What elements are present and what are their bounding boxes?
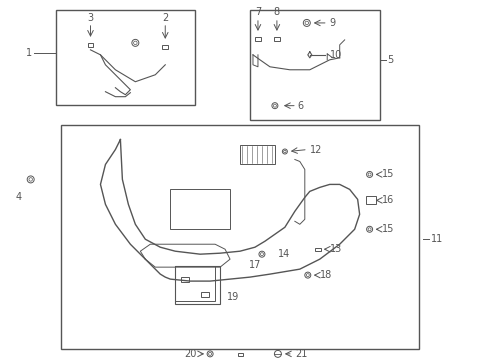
Bar <box>274 37 280 41</box>
Text: 3: 3 <box>87 13 94 23</box>
Text: 15: 15 <box>382 224 394 234</box>
Text: 20: 20 <box>184 349 196 359</box>
Bar <box>315 248 321 251</box>
Text: 21: 21 <box>295 349 307 359</box>
Bar <box>55 10 195 105</box>
Text: 14: 14 <box>278 249 290 259</box>
Bar <box>181 277 189 282</box>
Text: 8: 8 <box>274 7 280 17</box>
Text: 16: 16 <box>382 195 394 205</box>
Text: 10: 10 <box>330 50 342 60</box>
Text: 13: 13 <box>330 244 342 254</box>
Bar <box>250 10 380 120</box>
Text: 6: 6 <box>298 101 304 111</box>
Text: 19: 19 <box>227 292 239 302</box>
Text: 18: 18 <box>320 270 332 280</box>
Text: 12: 12 <box>310 144 322 154</box>
Bar <box>88 43 94 47</box>
Bar <box>238 352 243 356</box>
Bar <box>61 125 419 349</box>
Text: 2: 2 <box>162 13 169 23</box>
Bar <box>175 266 220 304</box>
Text: 15: 15 <box>382 170 394 179</box>
Text: 1: 1 <box>25 48 32 58</box>
Bar <box>366 196 375 204</box>
Bar <box>240 144 275 165</box>
Text: 11: 11 <box>431 234 443 244</box>
Text: 17: 17 <box>249 260 261 270</box>
Bar <box>162 45 168 49</box>
Text: 4: 4 <box>16 192 22 202</box>
Bar <box>175 266 215 301</box>
Text: 5: 5 <box>388 55 394 65</box>
Bar <box>170 189 230 229</box>
Bar <box>201 292 209 297</box>
Bar <box>255 37 261 41</box>
Text: 7: 7 <box>255 7 261 17</box>
Text: 9: 9 <box>330 18 336 28</box>
